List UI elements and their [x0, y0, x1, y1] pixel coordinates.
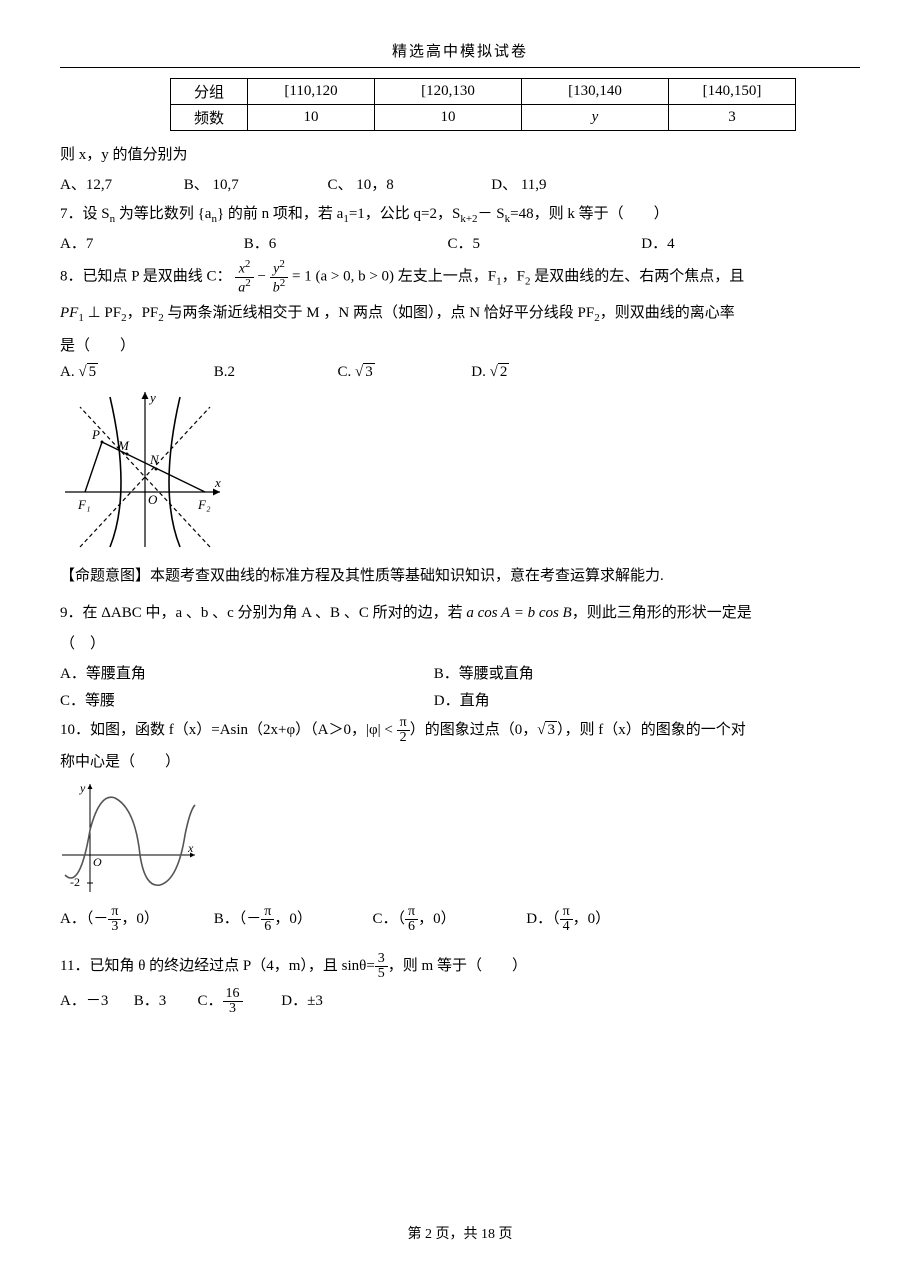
option-c: C．等腰 [60, 689, 430, 710]
option-b: B．等腰或直角 [434, 662, 534, 683]
option-d: D. √2 [471, 363, 509, 381]
q11-options: A．－3 B．3 C．163 D．±3 [60, 987, 860, 1016]
q8-stem-line3: 是（ ） [60, 332, 860, 361]
option-c: C．（π6，0） [373, 905, 523, 934]
table-cell: 10 [375, 105, 522, 131]
option-b: B、 10,7 [184, 173, 324, 194]
q8-options: A. √5 B.2 C. √3 D. √2 [60, 363, 860, 381]
row-label: 分组 [171, 79, 248, 105]
hyperbola-diagram-icon: P M N F₁ F₂ O x y [60, 387, 230, 552]
header-rule [60, 67, 860, 68]
q8-note: 【命题意图】本题考查双曲线的标准方程及其性质等基础知识知识，意在考查运算求解能力… [60, 562, 860, 591]
svg-text:M: M [117, 438, 130, 453]
table-cell: [110,120 [248, 79, 375, 105]
q10-stem: 10．如图，函数 f（x）=Asin（2x+φ）（A＞0，|φ| < π2）的图… [60, 716, 860, 745]
svg-text:P: P [91, 427, 100, 442]
table-cell: [140,150] [669, 79, 796, 105]
q8-figure: P M N F₁ F₂ O x y [60, 387, 860, 552]
table-cell: [120,130 [375, 79, 522, 105]
option-d: D．±3 [281, 989, 323, 1010]
svg-text:y: y [148, 390, 156, 405]
option-d: D．（π4，0） [526, 905, 610, 934]
page: 精选高中模拟试卷 分组 [110,120 [120,130 [130,140 [… [0, 0, 920, 1273]
option-b: B．6 [244, 232, 444, 253]
svg-text:y: y [79, 781, 86, 795]
option-d: D、 11,9 [491, 173, 546, 194]
option-c: C．163 [198, 987, 278, 1016]
svg-text:F₁: F₁ [77, 497, 90, 512]
option-a: A、12,7 [60, 173, 180, 194]
table-row: 分组 [110,120 [120,130 [130,140 [140,150] [171, 79, 796, 105]
q9-stem2: （ ） [60, 630, 860, 659]
q7-options: A．7 B．6 C．5 D．4 [60, 232, 860, 253]
page-header-title: 精选高中模拟试卷 [60, 40, 860, 61]
option-c: C、 10，8 [328, 173, 488, 194]
q8-stem-line2: PF1 ⊥ PF2，PF2 与两条渐近线相交于 M ，N 两点（如图），点 N … [60, 299, 860, 329]
svg-text:x: x [214, 475, 221, 490]
row-label: 频数 [171, 105, 248, 131]
option-a: A．（－π3，0） [60, 905, 210, 934]
option-d: D．4 [641, 232, 674, 253]
page-footer: 第 2 页，共 18 页 [60, 1223, 860, 1243]
option-a: A．7 [60, 232, 240, 253]
option-c: C. √3 [338, 363, 468, 381]
option-a: A. √5 [60, 363, 210, 381]
q10-options: A．（－π3，0） B．（－π6，0） C．（π6，0） D．（π4，0） [60, 905, 860, 934]
q-table-options: A、12,7 B、 10,7 C、 10，8 D、 11,9 [60, 173, 860, 194]
table-cell: [130,140 [522, 79, 669, 105]
frequency-table: 分组 [110,120 [120,130 [130,140 [140,150] … [170, 78, 796, 131]
q10-stem2: 称中心是（ ） [60, 748, 860, 777]
svg-text:-2: -2 [70, 875, 80, 889]
q9-options-row1: A．等腰直角 B．等腰或直角 [60, 662, 860, 683]
svg-text:x: x [187, 841, 194, 855]
q9-options-row2: C．等腰 D．直角 [60, 689, 860, 710]
option-a: A．－3 [60, 989, 130, 1010]
q11-stem: 11．已知角 θ 的终边经过点 P（4，m），且 sinθ=35，则 m 等于（… [60, 952, 860, 981]
q9-stem: 9．在 ΔABC 中，a 、b 、c 分别为角 A 、B 、C 所对的边，若 a… [60, 599, 860, 628]
q10-figure: x y O -2 [60, 780, 860, 895]
svg-text:O: O [93, 855, 102, 869]
table-row: 频数 10 10 y 3 [171, 105, 796, 131]
option-b: B．3 [134, 989, 194, 1010]
table-cell: y [522, 105, 669, 131]
q-table-stem: 则 x，y 的值分别为 [60, 141, 860, 170]
table-cell: 3 [669, 105, 796, 131]
q7-stem: 7．设 Sn 为等比数列 {an} 的前 n 项和，若 a1=1，公比 q=2，… [60, 200, 860, 230]
svg-text:F₂: F₂ [197, 497, 211, 512]
svg-text:O: O [148, 492, 158, 507]
q8-stem-line1: 8．已知点 P 是双曲线 C： x2a2 − y2b2 = 1 (a > 0, … [60, 259, 860, 295]
svg-text:N: N [149, 452, 160, 467]
option-d: D．直角 [434, 689, 490, 710]
table-cell: 10 [248, 105, 375, 131]
sine-graph-icon: x y O -2 [60, 780, 200, 895]
option-c: C．5 [448, 232, 638, 253]
option-b: B.2 [214, 364, 334, 381]
option-a: A．等腰直角 [60, 662, 430, 683]
option-b: B．（－π6，0） [214, 905, 369, 934]
